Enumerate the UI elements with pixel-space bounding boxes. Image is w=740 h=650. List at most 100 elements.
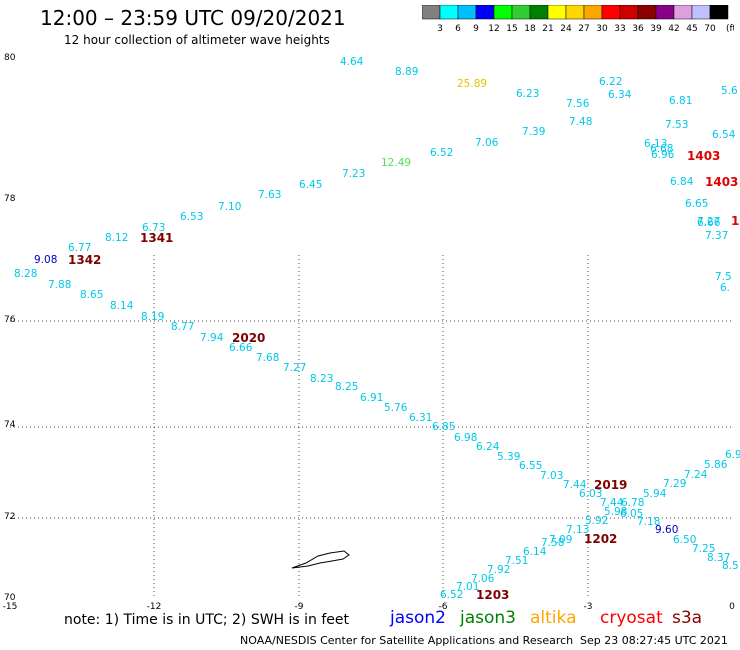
colorbar-tick-label: 3 xyxy=(437,24,443,34)
pass-time-label: 1403 xyxy=(705,175,738,189)
page-subtitle: 12 hour collection of altimeter wave hei… xyxy=(64,33,330,47)
wave-height-label: 7.25 xyxy=(692,543,715,555)
wave-height-label: 7.27 xyxy=(283,362,306,374)
lon-tick-label: -12 xyxy=(147,602,162,610)
wave-height-label: 8.19 xyxy=(141,311,164,323)
colorbar-swatch xyxy=(709,5,729,20)
wave-height-chart: 80 78 76 74 72 70-15 -12 -9 -6 -3 0 4.64 8.89 25.89 6.… xyxy=(3,53,740,610)
wave-height-label: 7.06 xyxy=(471,573,495,585)
wave-height-label: 6.91 xyxy=(360,392,383,404)
wave-height-label: 7.06 xyxy=(475,137,499,149)
wave-height-label: 6. xyxy=(720,282,730,294)
pass-time-label: 1202 xyxy=(584,532,617,546)
wave-height-label: 6.84 xyxy=(670,176,694,188)
wave-height-label: 5.94 xyxy=(643,488,667,500)
lat-tick-label: 78 xyxy=(4,194,16,204)
lon-tick-label: -6 xyxy=(439,602,448,610)
colorbar-tick-label: 39 xyxy=(650,24,662,34)
wave-height-label: 6.52 xyxy=(440,589,463,601)
wave-height-label: 5.39 xyxy=(497,451,520,463)
wave-height-label: 6.68 xyxy=(650,143,673,155)
wave-height-label: 5.92 xyxy=(585,515,608,527)
wave-height-label: 8.25 xyxy=(335,381,358,393)
wave-height-label: 8.12 xyxy=(105,232,128,244)
wave-height-label: 8.37 xyxy=(707,552,730,564)
colorbar-tick-label: 70 xyxy=(704,24,716,34)
wave-height-label: 8.14 xyxy=(110,300,134,312)
lat-tick-label: 74 xyxy=(4,420,16,430)
colorbar-tick-label: 18 xyxy=(524,24,536,34)
wave-height-label: 6.03 xyxy=(579,488,602,500)
pass-time-label: 1342 xyxy=(68,253,101,267)
wave-height-label: 7.44 xyxy=(600,497,624,509)
wave-height-label: 6.50 xyxy=(673,534,696,546)
wave-height-label: 6.34 xyxy=(608,89,632,101)
wave-height-label: 7.56 xyxy=(566,98,590,110)
colorbar-tick-label: 12 xyxy=(488,24,499,34)
pass-time-label: 1403 xyxy=(687,149,720,163)
wave-height-label: 6.52 xyxy=(430,147,453,159)
pass-time-label: 1341 xyxy=(140,231,173,245)
lat-tick-label: 72 xyxy=(4,512,15,522)
wave-height-label: 7.13 xyxy=(566,524,589,536)
legend-jason3: jason3 xyxy=(460,608,516,628)
wave-height-label: 7.88 xyxy=(48,279,71,291)
wave-height-label: 6.53 xyxy=(180,211,203,223)
lat-tick-label: 80 xyxy=(4,53,16,63)
colorbar-tick-label: 24 xyxy=(560,24,572,34)
lat-tick-label: 70 xyxy=(4,593,16,603)
credit-text: NOAA/NESDIS Center for Satellite Applica… xyxy=(240,634,574,647)
pass-time-label: 1 xyxy=(731,214,739,228)
island-outline xyxy=(291,550,350,569)
wave-height-label: 6.96 xyxy=(651,149,675,161)
colorbar-tick-label: 42 xyxy=(668,24,679,34)
wave-height-label: 6.73 xyxy=(142,222,165,234)
wave-height-label: 7.10 xyxy=(218,201,241,213)
page-title: 12:00 – 23:59 UTC 09/20/2021 xyxy=(40,6,346,30)
wave-height-label: 6.55 xyxy=(519,460,542,472)
wave-height-label: 7.39 xyxy=(522,126,545,138)
legend-jason2: jason2 xyxy=(390,608,446,628)
wave-height-label: 12.49 xyxy=(381,157,411,169)
wave-height-label: 9.08 xyxy=(34,254,57,266)
wave-height-label: 4.64 xyxy=(340,56,364,68)
wave-height-label: 8.5 xyxy=(722,560,739,572)
wave-height-label: 7.37 xyxy=(705,230,728,242)
wave-height-label: 6.24 xyxy=(476,441,500,453)
wave-height-label: 6.98 xyxy=(454,432,477,444)
legend-altika: altika xyxy=(530,608,577,628)
wave-height-label: 5.98 xyxy=(604,506,627,518)
wave-height-label: 6.65 xyxy=(685,198,708,210)
wave-height-label: 8.89 xyxy=(395,66,418,78)
wave-height-label: 7.48 xyxy=(569,116,592,128)
lon-tick-label: 0 xyxy=(729,602,735,610)
wave-height-label: 7.03 xyxy=(540,470,563,482)
wave-height-label: 6.05 xyxy=(620,508,643,520)
pass-time-label: 1203 xyxy=(476,588,509,602)
wave-height-label: 7.68 xyxy=(256,352,279,364)
colorbar-tick-label: 36 xyxy=(632,24,644,34)
generated-timestamp: Sep 23 08:27:45 UTC 2021 xyxy=(580,634,728,647)
colorbar-tick-label: 9 xyxy=(473,24,479,34)
wave-height-label: 7.23 xyxy=(342,168,365,180)
lon-tick-label: -15 xyxy=(3,602,18,610)
colorbar-unit: (ft) xyxy=(726,24,734,34)
colorbar-tick-label: 15 xyxy=(506,24,517,34)
wave-height-label: 6.66 xyxy=(697,217,721,229)
legend-cryosat: cryosat xyxy=(600,608,663,628)
wave-height-label: 5.86 xyxy=(704,459,728,471)
wave-height-label: 6.45 xyxy=(299,179,322,191)
wave-height-label: 6.23 xyxy=(516,88,539,100)
colorbar-tick-label: 27 xyxy=(578,24,589,34)
wave-height-label: 7.18 xyxy=(637,516,660,528)
lon-tick-label: -9 xyxy=(295,602,304,610)
wave-height-label: 6.31 xyxy=(409,412,432,424)
colorbar-tick-label: 6 xyxy=(455,24,461,34)
wave-height-label: 8.77 xyxy=(171,321,194,333)
wave-height-label: 7.92 xyxy=(487,564,510,576)
lon-tick-label: -3 xyxy=(584,602,593,610)
legend-s3a: s3a xyxy=(672,608,703,628)
wave-height-label: 7.29 xyxy=(663,478,686,490)
wave-height-label: 7.58 xyxy=(541,537,564,549)
